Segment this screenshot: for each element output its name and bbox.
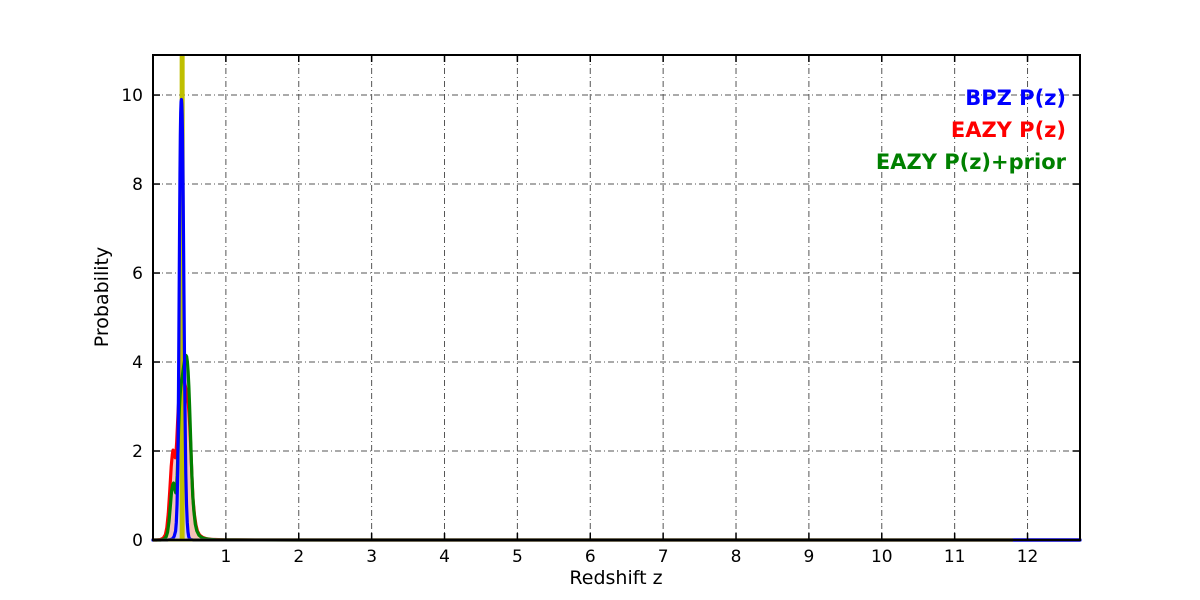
legend: BPZ P(z) EAZY P(z) EAZY P(z)+prior	[876, 86, 1067, 174]
legend-label-eazy-prior: EAZY P(z)+prior	[876, 150, 1067, 174]
x-tick-label-1: 1	[220, 547, 231, 567]
legend-label-bpz: BPZ P(z)	[965, 86, 1066, 110]
y-tick-label-10: 10	[121, 86, 143, 106]
x-tick-label-2: 2	[293, 547, 304, 567]
x-tick-label-7: 7	[658, 547, 669, 567]
x-tick-label-10: 10	[871, 547, 893, 567]
grid-lines	[153, 55, 1080, 540]
y-tick-label-2: 2	[132, 442, 143, 462]
y-tick-label-0: 0	[132, 531, 143, 551]
x-tick-label-4: 4	[439, 547, 450, 567]
x-tick-label-11: 11	[944, 547, 966, 567]
y-tick-label-8: 8	[132, 175, 143, 195]
x-tick-label-3: 3	[366, 547, 377, 567]
x-axis-title: Redshift z	[569, 567, 662, 589]
x-tick-label-8: 8	[731, 547, 742, 567]
axis-ticks	[153, 55, 1080, 541]
plot-frame	[152, 54, 1081, 541]
y-tick-label-6: 6	[132, 264, 143, 284]
legend-label-eazy: EAZY P(z)	[951, 118, 1066, 142]
y-axis-title: Probability	[91, 247, 113, 347]
x-tick-label-6: 6	[585, 547, 596, 567]
y-tick-label-4: 4	[132, 353, 143, 373]
x-tick-label-12: 12	[1017, 547, 1039, 567]
plot-area-background	[153, 55, 1080, 540]
x-tick-label-9: 9	[803, 547, 814, 567]
x-tick-label-5: 5	[512, 547, 523, 567]
axes-frame	[152, 54, 1081, 541]
